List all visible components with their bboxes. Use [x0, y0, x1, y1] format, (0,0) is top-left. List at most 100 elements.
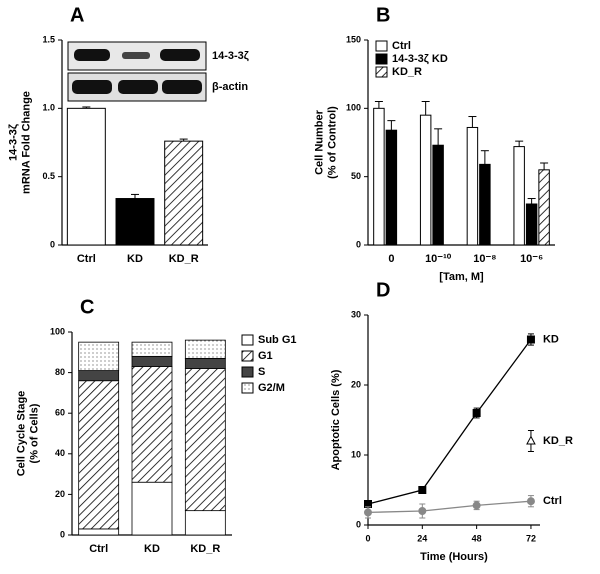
series-label: Ctrl	[543, 495, 562, 507]
y-tick-label: 150	[346, 34, 361, 44]
bar-segment	[184, 339, 226, 359]
y-tick-label: 40	[55, 448, 65, 458]
x-tick-label: KD_R	[169, 253, 199, 265]
bar	[385, 129, 398, 246]
bar-segment	[78, 370, 120, 382]
blot-label: 14-3-3ζ	[212, 50, 249, 62]
error-bar	[179, 138, 188, 142]
panel-letter: B	[376, 4, 390, 26]
y-tick-label: 0.5	[42, 171, 55, 181]
legend-swatch	[241, 334, 254, 346]
y-tick-label: 30	[351, 309, 361, 319]
legend-swatch	[375, 40, 388, 52]
bar-segment	[78, 341, 120, 371]
error-bar	[480, 150, 489, 165]
series-label: KD_R	[543, 435, 573, 447]
y-tick-label: 10	[351, 449, 361, 459]
y-tick-label: 100	[346, 103, 361, 113]
error-bar	[131, 193, 139, 199]
legend-swatch	[241, 350, 254, 362]
legend-label: S	[258, 366, 265, 378]
bar	[373, 107, 385, 246]
y-tick-label: 100	[50, 326, 65, 336]
y-axis-label: 14-3-3ζ	[7, 124, 19, 161]
x-tick-label: 10⁻⁶	[520, 253, 543, 265]
y-tick-label: 0	[356, 239, 361, 249]
bar	[115, 198, 155, 246]
legend-swatch	[375, 66, 388, 78]
marker	[418, 486, 427, 494]
marker	[364, 508, 372, 517]
y-axis-label: (% of Cells)	[28, 403, 40, 463]
legend-label: 14-3-3ζ KD	[392, 53, 448, 65]
legend-label: Ctrl	[392, 40, 411, 52]
panel-letter: C	[80, 296, 94, 318]
y-tick-label: 50	[351, 171, 361, 181]
legend-swatch	[375, 53, 388, 65]
y-axis-label: mRNA Fold Change	[20, 91, 32, 194]
marker	[526, 435, 536, 445]
bar-segment	[131, 481, 173, 536]
bar	[66, 107, 106, 246]
bar	[432, 144, 444, 246]
error-bar	[527, 198, 536, 204]
error-bar	[421, 101, 430, 116]
series-label: KD	[543, 333, 559, 345]
bar	[513, 146, 525, 246]
bar	[164, 140, 204, 246]
line	[367, 500, 531, 514]
x-tick-label: Ctrl	[89, 543, 108, 555]
y-axis-label: Cell Cycle Stage	[15, 391, 27, 477]
y-tick-label: 20	[351, 379, 361, 389]
marker	[472, 501, 481, 510]
x-tick-label: KD_R	[190, 543, 220, 555]
bar-segment	[131, 341, 173, 357]
y-axis-label: Cell Number	[313, 109, 325, 175]
bar	[538, 169, 550, 246]
bar	[466, 126, 479, 246]
bar-segment	[78, 380, 120, 530]
x-tick-label: 10⁻¹⁰	[425, 253, 452, 265]
error-bar	[387, 120, 396, 131]
bar	[525, 203, 538, 246]
y-axis-label: (% of Control)	[326, 106, 338, 179]
y-tick-label: 1.5	[42, 34, 55, 44]
x-axis-label: [Tam, M]	[439, 271, 484, 283]
x-tick-label: 72	[526, 533, 536, 543]
bar-segment	[184, 357, 226, 369]
legend-label: G1	[258, 350, 273, 362]
bar-segment	[131, 355, 173, 367]
bar-segment	[78, 528, 120, 536]
bar	[479, 163, 491, 246]
x-tick-label: 10⁻⁸	[473, 253, 496, 265]
x-tick-label: 0	[388, 253, 394, 265]
marker	[526, 497, 535, 506]
panel-letter: A	[70, 4, 84, 26]
x-tick-label: KD	[144, 543, 160, 555]
y-tick-label: 0	[356, 519, 361, 529]
x-axis-label: Time (Hours)	[420, 551, 488, 563]
error-bar	[540, 162, 549, 170]
western-blot	[67, 41, 207, 102]
x-tick-label: Ctrl	[77, 253, 96, 265]
y-tick-label: 0	[60, 529, 65, 539]
legend-label: KD_R	[392, 66, 422, 78]
y-tick-label: 0	[50, 239, 55, 249]
legend-label: G2/M	[258, 382, 285, 394]
error-bar	[374, 101, 383, 109]
bar-segment	[131, 366, 173, 483]
legend-swatch	[241, 366, 254, 378]
x-tick-label: 0	[365, 533, 370, 543]
error-bar	[468, 116, 477, 128]
legend-swatch	[241, 382, 254, 394]
bar-segment	[184, 510, 226, 536]
error-bar	[515, 140, 524, 147]
marker	[472, 409, 481, 417]
y-tick-label: 20	[55, 489, 65, 499]
marker	[526, 335, 535, 344]
line	[367, 339, 532, 505]
x-tick-label: 48	[472, 533, 482, 543]
legend-label: Sub G1	[258, 334, 297, 346]
x-tick-label: KD	[127, 253, 143, 265]
